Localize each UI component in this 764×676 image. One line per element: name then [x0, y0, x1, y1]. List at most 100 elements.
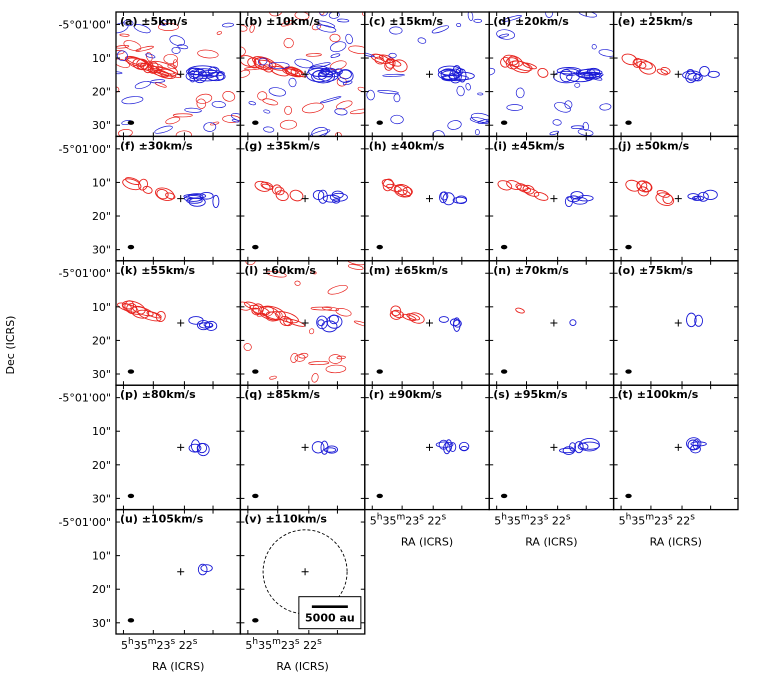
red-contour — [505, 57, 520, 70]
blue-contour — [171, 46, 181, 54]
blue-contour — [366, 89, 375, 101]
panel-label: (t) ±100km/s — [618, 388, 699, 401]
blue-contour — [438, 316, 449, 323]
red-contour — [269, 12, 283, 17]
ra-axis-label: RA (ICRS) — [276, 660, 328, 673]
source-marker — [550, 443, 558, 451]
blue-contour — [599, 103, 612, 111]
dec-tick-label: 30" — [92, 368, 111, 381]
red-contour — [146, 311, 162, 319]
red-contour — [515, 183, 529, 192]
red-contour — [393, 184, 413, 198]
red-contour — [397, 189, 411, 198]
dec-tick-label: 20" — [92, 86, 111, 99]
panel-g: (g) ±35km/s — [239, 135, 366, 262]
panel-j: (j) ±50km/s — [612, 135, 739, 262]
red-contour — [282, 68, 301, 77]
blue-contour — [574, 82, 581, 88]
source-marker — [550, 195, 558, 203]
red-contour — [386, 183, 402, 193]
blue-contour — [188, 316, 204, 325]
beam-ellipse — [376, 369, 383, 374]
dec-tick-label: 10" — [92, 301, 111, 314]
blue-contour — [388, 52, 397, 59]
dec-tick-label: -5°01'00" — [58, 18, 111, 31]
panel-r: (r) ±90km/s — [364, 384, 490, 511]
blue-contour — [460, 445, 468, 451]
red-contour — [130, 305, 150, 319]
source-marker — [425, 70, 433, 78]
blue-contour — [184, 107, 202, 113]
blue-contour — [445, 439, 453, 452]
blue-contour — [465, 83, 471, 91]
blue-contour — [390, 114, 404, 125]
blue-contour — [443, 442, 451, 455]
red-contour — [374, 56, 385, 65]
blue-contour — [583, 72, 594, 81]
blue-contour — [686, 312, 697, 328]
panel-label: (o) ±75km/s — [618, 264, 694, 277]
panel-i: (i) ±45km/s — [488, 135, 615, 262]
red-contour — [346, 260, 365, 266]
beam-ellipse — [252, 369, 259, 374]
blue-contour — [222, 22, 234, 28]
dec-tick-label: 30" — [92, 244, 111, 257]
blue-contour — [579, 437, 600, 452]
blue-contour — [431, 25, 450, 34]
red-contour — [656, 190, 670, 198]
red-contour — [155, 187, 175, 201]
panel-a: (a) ±5km/s — [115, 11, 242, 138]
blue-contour — [186, 67, 205, 76]
ra-tick-label: 5h35m23s 22s — [494, 513, 571, 528]
blue-contour — [685, 70, 697, 84]
red-contour — [253, 57, 273, 71]
blue-contour — [570, 125, 585, 129]
ra-tick-label: 5h35m23s 22s — [619, 513, 696, 528]
blue-contour — [502, 15, 522, 22]
red-contour — [158, 22, 179, 31]
blue-contour — [417, 37, 427, 44]
blue-contour — [317, 319, 325, 327]
ra-tick-label: 5h35m23s 22s — [121, 637, 198, 652]
dec-tick-label: 10" — [92, 550, 111, 563]
red-contour — [378, 54, 395, 63]
blue-contour — [150, 79, 166, 84]
beam-ellipse — [127, 369, 135, 374]
blue-contour — [707, 70, 720, 78]
blue-contour — [325, 445, 339, 454]
blue-contour — [578, 12, 597, 18]
panel-label: (m) ±65km/s — [369, 264, 449, 277]
ra-tick-label: 5h35m23s 22s — [370, 513, 447, 528]
blue-contour — [489, 67, 496, 76]
blue-contour — [116, 50, 128, 62]
blue-contour — [342, 80, 353, 86]
red-contour — [392, 59, 408, 73]
blue-contour — [554, 102, 571, 113]
red-contour — [125, 177, 141, 185]
blue-contour — [154, 125, 173, 134]
red-contour — [119, 33, 130, 37]
blue-contour — [364, 51, 375, 58]
blue-contour — [692, 439, 700, 450]
ra-axis-label: RA (ICRS) — [650, 536, 702, 549]
dec-tick-label: 30" — [92, 119, 111, 132]
blue-contour — [258, 57, 268, 66]
source-marker — [301, 195, 309, 203]
panel-c: (c) ±15km/s — [364, 11, 490, 138]
panel-label: (l) ±60km/s — [244, 264, 316, 277]
blue-contour — [211, 100, 226, 108]
blue-contour — [323, 447, 337, 453]
panel-s: (s) ±95km/s — [488, 384, 615, 511]
red-contour — [638, 61, 657, 75]
blue-contour — [337, 69, 354, 83]
red-contour — [122, 178, 142, 191]
red-contour — [640, 182, 652, 193]
blue-contour — [389, 26, 403, 35]
red-contour — [159, 68, 177, 79]
source-marker — [177, 319, 185, 327]
red-contour — [257, 91, 268, 101]
red-contour — [294, 280, 301, 286]
blue-contour — [263, 109, 271, 114]
blue-contour — [198, 322, 214, 329]
